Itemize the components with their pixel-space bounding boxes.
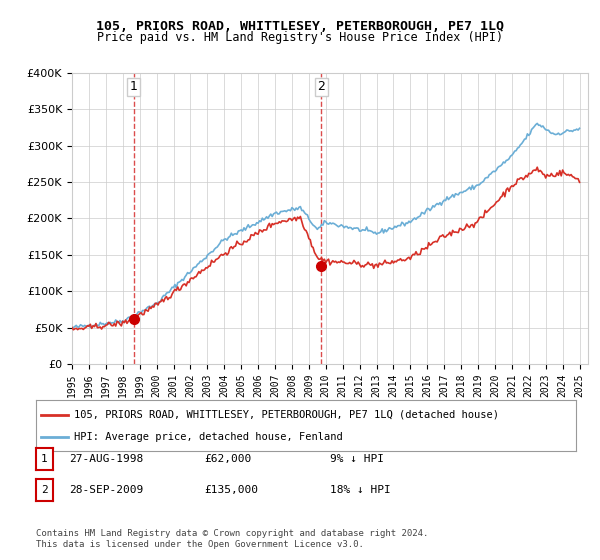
Text: 105, PRIORS ROAD, WHITTLESEY, PETERBOROUGH, PE7 1LQ (detached house): 105, PRIORS ROAD, WHITTLESEY, PETERBOROU…: [74, 409, 499, 419]
Text: 2: 2: [41, 485, 48, 495]
Text: 1: 1: [130, 80, 137, 93]
Text: 105, PRIORS ROAD, WHITTLESEY, PETERBOROUGH, PE7 1LQ: 105, PRIORS ROAD, WHITTLESEY, PETERBOROU…: [96, 20, 504, 32]
Text: £62,000: £62,000: [204, 454, 251, 464]
Text: £135,000: £135,000: [204, 485, 258, 495]
Text: Price paid vs. HM Land Registry's House Price Index (HPI): Price paid vs. HM Land Registry's House …: [97, 31, 503, 44]
Text: Contains HM Land Registry data © Crown copyright and database right 2024.
This d: Contains HM Land Registry data © Crown c…: [36, 529, 428, 549]
Text: 27-AUG-1998: 27-AUG-1998: [69, 454, 143, 464]
Text: HPI: Average price, detached house, Fenland: HPI: Average price, detached house, Fenl…: [74, 432, 343, 442]
Text: 1: 1: [41, 454, 48, 464]
Text: 28-SEP-2009: 28-SEP-2009: [69, 485, 143, 495]
Text: 18% ↓ HPI: 18% ↓ HPI: [330, 485, 391, 495]
Text: 9% ↓ HPI: 9% ↓ HPI: [330, 454, 384, 464]
Text: 2: 2: [317, 80, 325, 93]
